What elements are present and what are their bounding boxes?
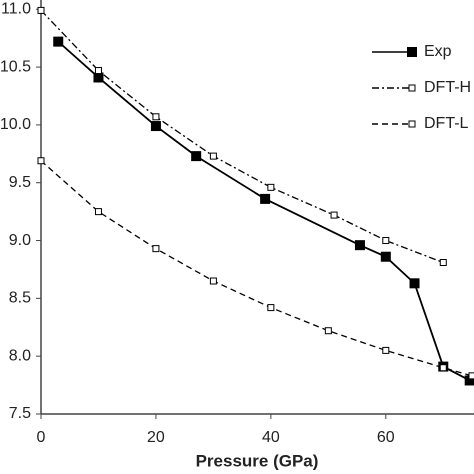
y-tick-label: 8.0: [9, 347, 31, 364]
marker: [37, 157, 45, 165]
marker: [409, 278, 420, 289]
marker: [382, 237, 390, 245]
marker: [150, 121, 161, 132]
series-line: [57, 40, 471, 382]
legend-label: DFT-L: [424, 115, 469, 132]
x-tick-label: 40: [262, 429, 280, 446]
marker: [354, 240, 365, 251]
x-tick-label: 60: [377, 429, 395, 446]
marker: [439, 259, 447, 267]
marker: [324, 327, 332, 335]
marker: [94, 67, 102, 75]
y-tick-label: 7.5: [9, 405, 31, 422]
marker: [152, 245, 160, 253]
legend-marker: [408, 84, 416, 92]
legend-marker: [408, 120, 416, 128]
legend-marker: [407, 47, 417, 57]
marker: [330, 211, 338, 219]
marker: [267, 183, 275, 191]
marker: [209, 152, 217, 160]
y-tick-label: 8.5: [9, 290, 31, 307]
x-tick-label: 0: [37, 429, 46, 446]
marker: [94, 208, 102, 216]
marker: [267, 304, 275, 312]
y-tick-label: 11.0: [1, 0, 31, 17]
marker: [382, 346, 390, 354]
marker: [93, 72, 104, 83]
series-line: [40, 9, 444, 264]
marker: [37, 6, 45, 14]
marker: [439, 364, 447, 372]
marker: [380, 251, 391, 262]
y-tick-label: 9.5: [9, 174, 31, 191]
marker: [209, 277, 217, 285]
x-tick-label: 20: [147, 429, 165, 446]
marker: [152, 113, 160, 121]
y-tick-label: 10.0: [0, 116, 31, 133]
marker: [191, 151, 202, 162]
marker: [53, 36, 64, 47]
legend-label: Exp: [424, 43, 452, 60]
y-tick-label: 10.5: [0, 58, 31, 75]
y-tick-label: 9.0: [9, 232, 31, 249]
marker: [468, 372, 474, 380]
legend-label: DFT-H: [424, 79, 471, 96]
marker: [260, 193, 271, 204]
x-axis-label: Pressure (GPa): [196, 451, 319, 470]
